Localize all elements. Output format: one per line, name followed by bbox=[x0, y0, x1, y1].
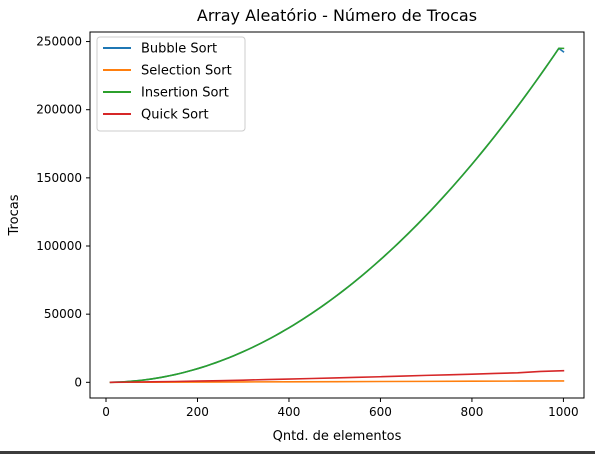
y-tick-label: 100000 bbox=[36, 239, 82, 253]
legend-label: Insertion Sort bbox=[141, 86, 229, 101]
series-line-quick-sort bbox=[109, 369, 565, 384]
x-tick-label: 600 bbox=[369, 405, 392, 419]
y-axis-label: Trocas bbox=[7, 194, 22, 236]
y-tick-label: 50000 bbox=[44, 307, 82, 321]
x-tick-label: 800 bbox=[460, 405, 483, 419]
x-axis-label: Qntd. de elementos bbox=[273, 429, 402, 444]
axes-frame bbox=[89, 31, 585, 399]
x-tick-label: 400 bbox=[278, 405, 301, 419]
legend-box bbox=[96, 36, 246, 132]
legend-label: Bubble Sort bbox=[141, 42, 217, 57]
series-line-insertion-sort bbox=[109, 47, 565, 384]
legend-label: Quick Sort bbox=[141, 108, 209, 123]
legend: Bubble Sort Selection Sort Insertion Sort Q… bbox=[96, 36, 246, 132]
y-tick-label: 0 bbox=[74, 375, 82, 389]
chart-title: Array Aleatório - Número de Trocas bbox=[197, 6, 477, 25]
x-tick-label: 200 bbox=[186, 405, 209, 419]
legend-label: Selection Sort bbox=[141, 64, 232, 79]
x-tick-label: 0 bbox=[102, 405, 110, 419]
y-tick-label: 200000 bbox=[36, 103, 82, 117]
x-tick-label: 1000 bbox=[548, 405, 579, 419]
y-tick-label: 250000 bbox=[36, 35, 82, 49]
y-tick-label: 150000 bbox=[36, 171, 82, 185]
bottom-divider bbox=[0, 451, 595, 454]
